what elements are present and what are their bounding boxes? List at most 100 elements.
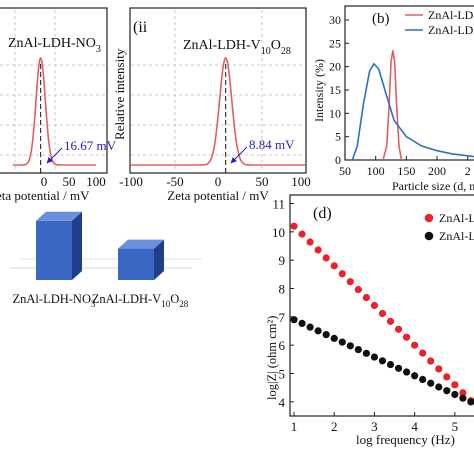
panel-b-series-red <box>382 50 403 161</box>
panel-d-point-red-15 <box>411 341 419 349</box>
panel-d-point-red-16 <box>419 349 427 357</box>
panel-b-ytick-20: 20 <box>329 60 341 74</box>
panel-ii-xtick-100: 100 <box>291 174 311 189</box>
panel-d-point-black-10 <box>370 353 379 361</box>
panel-d-point-black-12 <box>386 360 395 369</box>
panel-d-xtick-2: 2 <box>331 419 338 434</box>
panel-ii-title-sub2: 28 <box>281 46 291 57</box>
panel-d-ytick-9: 9 <box>279 253 286 268</box>
panel-ii-label: (ii <box>133 19 148 36</box>
panel-ii-zeta-curve <box>131 57 305 166</box>
panel-b-ytick-0: 0 <box>335 153 341 167</box>
panel-b-ylabel: Intensity (%) <box>312 59 326 122</box>
bar-side-2 <box>154 239 164 280</box>
panel-b-xtick-0: 50 <box>339 164 351 178</box>
panel-d-ytick-4: 4 <box>279 395 286 410</box>
panel-d-point-red-13 <box>394 325 403 333</box>
panel-d-legend-marker-black <box>424 231 434 241</box>
panel-d-point-black-1 <box>298 319 306 328</box>
panel-ii-xtick-0: 0 <box>215 174 222 189</box>
panel-d-point-red-5 <box>330 262 338 270</box>
panel-d-ytick-5: 5 <box>279 367 286 382</box>
panel-d-point-black-4 <box>322 331 330 339</box>
panel-d-point-black-14 <box>403 368 411 376</box>
panel-c-category-2-mid: O <box>170 292 179 306</box>
panel-ii-xlabel: Zeta potential / mV <box>167 188 269 203</box>
panel-d-ytick-6: 6 <box>279 338 286 353</box>
bar-side-1 <box>72 211 82 280</box>
panel-d-point-red-7 <box>346 278 354 286</box>
panel-d-point-red-2 <box>306 238 314 246</box>
panel-b-frame <box>344 5 474 161</box>
panel-d-point-red-0 <box>290 222 298 230</box>
panel-i-xtick-0: 0 <box>41 174 48 189</box>
panel-d-point-red-17 <box>427 357 435 365</box>
panel-b-ytick-10: 10 <box>329 106 341 120</box>
panel-d: (d) ZnAl-LD ZnAl-L log|Z| (ohm cm²) log … <box>265 194 474 447</box>
panel-d-point-black-18 <box>435 383 443 391</box>
panel-d-point-black-3 <box>314 327 322 335</box>
panel-b-legend-blue: ZnAl-LDH- <box>428 23 474 37</box>
bar-top-2 <box>118 239 164 249</box>
panel-i-annotation: 16.67 mV <box>64 138 117 153</box>
panel-ii-xtick-m50: -50 <box>166 174 183 189</box>
panel-ii-xtick-m100: -100 <box>119 174 143 189</box>
panel-b: (b) ZnAl-LDH-’ ZnAl-LDH- Intensity (%) P… <box>312 5 474 193</box>
panel-i-title-sub: 3 <box>96 44 101 55</box>
panel-d-point-black-7 <box>346 342 354 350</box>
panel-ii-title-mid: O <box>271 38 281 53</box>
panel-d-point-red-10 <box>370 301 379 310</box>
panel-b-xtick-3: 200 <box>428 164 446 178</box>
panel-d-xlabel: log frequency (Hz) <box>356 432 455 447</box>
panel-b-xtick-4: 2 <box>465 164 471 178</box>
panel-c-category-1: ZnAl-LDH-NO3 <box>13 292 96 309</box>
panel-b-xlabel: Particle size (d, nm <box>392 179 474 193</box>
panel-c-category-2: ZnAl-LDH-V10O28 <box>92 292 189 309</box>
panel-d-point-black-17 <box>427 379 435 387</box>
panel-d-ytick-8: 8 <box>279 282 286 297</box>
panel-d-point-black-2 <box>306 323 314 331</box>
panel-d-point-black-13 <box>394 364 403 372</box>
panel-d-xtick-3: 3 <box>371 419 378 434</box>
panel-d-point-red-9 <box>362 293 370 302</box>
panel-b-series-blue <box>351 62 474 161</box>
panel-b-ytick-5: 5 <box>335 130 341 144</box>
panel-d-point-black-19 <box>443 387 451 395</box>
panel-b-xtick-1: 100 <box>367 164 385 178</box>
panel-b-legend-red: ZnAl-LDH-’ <box>428 8 474 22</box>
panel-d-point-black-20 <box>451 390 459 399</box>
panel-d-point-black-22 <box>467 398 474 406</box>
panel-ii-frame <box>129 7 307 174</box>
panel-d-point-red-20 <box>451 381 459 389</box>
panel-d-point-black-9 <box>362 349 370 357</box>
bar-1 <box>36 220 72 280</box>
panel-d-point-red-11 <box>378 309 387 318</box>
panel-i-annotation-arrow <box>46 147 63 164</box>
panel-d-point-black-21 <box>459 394 467 402</box>
panel-c-category-2-sub1: 10 <box>161 299 171 309</box>
panel-d-xtick-4: 4 <box>411 419 418 434</box>
panel-i-xtick-50: 50 <box>63 174 76 189</box>
panel-d-point-black-11 <box>378 357 387 365</box>
panel-d-point-red-3 <box>314 246 322 254</box>
panel-ii-ylabel: Relative intensity <box>112 48 127 140</box>
panel-i: 16.67 mV ZnAl-LDH-NO3 0 50 100 eta poten… <box>0 7 117 203</box>
panel-b-label: (b) <box>372 11 390 27</box>
panel-c-category-1-sub: 3 <box>91 299 96 309</box>
panel-i-frame <box>0 7 108 174</box>
panel-d-point-black-16 <box>419 375 427 384</box>
panel-d-legend-marker-red <box>424 213 434 223</box>
panel-b-ytick-30: 30 <box>329 13 341 27</box>
panel-d-point-red-8 <box>354 286 362 294</box>
panel-i-zeta-curve <box>13 57 96 166</box>
panel-d-label: (d) <box>313 205 332 222</box>
panel-c-category-2-sub2: 28 <box>179 299 189 309</box>
panel-ii-annotation-arrow <box>230 146 248 164</box>
panel-d-xtick-5: 5 <box>452 419 459 434</box>
panel-d-point-black-0 <box>290 316 298 324</box>
panel-d-point-black-15 <box>411 372 419 380</box>
panel-i-title: ZnAl-LDH-NO3 <box>8 36 101 55</box>
panel-d-point-red-12 <box>386 317 395 325</box>
panel-d-point-red-19 <box>443 373 451 381</box>
